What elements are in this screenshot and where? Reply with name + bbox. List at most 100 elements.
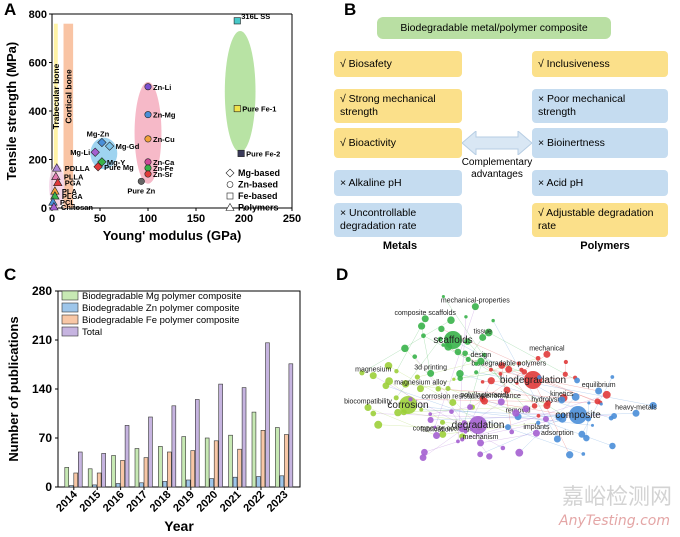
network-edge (519, 396, 576, 453)
network-edge (388, 380, 463, 437)
node-composite (569, 406, 587, 424)
network-edge (405, 383, 549, 404)
panel-label-d: D (336, 265, 349, 284)
bar-biodegradable-zn-polymer-composite-2015 (92, 484, 97, 488)
bar-biodegradable-fe-polymer-composite-2014 (73, 472, 79, 488)
complementary-label: Complementary advantages (461, 157, 533, 180)
network-node (498, 372, 503, 376)
network-node (537, 375, 542, 380)
network-node (536, 420, 541, 425)
network-edge (373, 375, 503, 449)
legend-swatch-biodegradable-zn-polymer-composite (61, 302, 79, 313)
node-label-hydrolysis: hydrolysis (531, 397, 563, 404)
bar-biodegradable-zn-polymer-composite-2022 (256, 476, 261, 488)
network-node (587, 401, 591, 405)
point-316l-ss (233, 17, 241, 25)
y-tick-label: 800 (29, 9, 47, 21)
node-degradation (469, 416, 487, 434)
network-node (486, 453, 493, 460)
bar-total-2017 (148, 416, 153, 488)
x-tick-label-2018: 2018 (148, 489, 174, 515)
network-node (460, 437, 465, 442)
network-node (418, 322, 426, 330)
metal-item-2: √ Strong mechanical strength (334, 89, 462, 123)
point-plla (51, 171, 61, 180)
node-label-composite-coatings: composite coatings (413, 425, 473, 432)
network-node (454, 348, 462, 356)
keyword-network-map: biodegradation hydrolysis poly(lactic acid… (344, 294, 657, 462)
y-tick-label: 600 (29, 58, 47, 70)
point-label-pga: PGA (65, 179, 82, 188)
x-tick-label: 100 (139, 213, 157, 225)
network-node (428, 412, 433, 416)
network-node (578, 430, 586, 438)
network-node (433, 425, 437, 429)
point-mg-gd (104, 141, 115, 151)
node-label-corrosion-resistance: corrosion resistance (421, 393, 484, 400)
node-label-composite: composite (555, 410, 601, 421)
x-tick-label-2021: 2021 (218, 489, 244, 515)
network-node (427, 416, 434, 423)
bar-biodegradable-zn-polymer-composite-2020 (209, 478, 214, 488)
node-performance (497, 398, 505, 406)
network-node (509, 429, 515, 435)
polymer-item-3: × Bioinertness (532, 128, 668, 158)
node-biodegradation (524, 371, 542, 389)
network-node (421, 448, 428, 456)
network-node (566, 451, 574, 459)
network-node (370, 410, 377, 417)
network-node (487, 377, 495, 385)
network-node (535, 355, 541, 361)
polymer-item-5: √ Adjustable degradation rate (532, 203, 668, 237)
network-node (574, 377, 580, 384)
bar-biodegradable-fe-polymer-composite-2015 (96, 472, 102, 488)
point-pure-mg (93, 162, 103, 172)
point-zn-ca (144, 158, 152, 166)
x-tick-label-2019: 2019 (171, 489, 197, 515)
node-label-degradation: degradation (452, 420, 505, 431)
network-edge (476, 372, 654, 406)
point-chitosan (49, 201, 59, 211)
network-node (467, 404, 474, 411)
point-label-pla: PLA (62, 187, 78, 196)
node-equilibrium (595, 387, 603, 395)
metals-label: Metals (382, 240, 418, 252)
network-node (522, 405, 530, 413)
legend-label-zn-based: Zn-based (238, 180, 278, 190)
node-label-fabrication: fabrication (420, 426, 452, 433)
bar-biodegradable-mg-polymer-composite-2022 (251, 411, 257, 488)
network-edge (581, 376, 613, 435)
point-mg-zn (97, 137, 107, 148)
point-label-mg-zn: Mg-Zn (87, 130, 110, 139)
point-label-pure-zn: Pure Zn (127, 186, 155, 195)
metal-item-3: √ Bioactivity (334, 128, 462, 158)
network-edge (508, 369, 598, 402)
network-node (408, 397, 413, 402)
bar-biodegradable-mg-polymer-composite-2015 (87, 468, 93, 488)
network-node (435, 386, 441, 392)
network-edge (442, 422, 539, 435)
polymers-label: Polymers (580, 240, 630, 252)
x-tick-label-2017: 2017 (124, 489, 150, 515)
legend-label-biodegradable-mg-polymer-composite: Biodegradable Mg polymer composite (82, 291, 241, 302)
chart-a-marks: Trabecular bone Cortical bone 316L SS Pure … (48, 12, 280, 212)
point-mg-li (90, 147, 100, 157)
point-label-plla: PLLA (64, 172, 84, 181)
node-label-poly-lactic-acid: poly(lactic acid) (460, 392, 508, 399)
y-tick-label: 0 (41, 203, 47, 215)
polymer-item-1: √ Inclusiveness (532, 51, 668, 77)
network-node (374, 420, 383, 429)
network-nodes: biodegradation hydrolysis poly(lactic acid… (344, 294, 657, 462)
network-node (585, 415, 592, 422)
node-mechanism (477, 439, 485, 447)
point-pdlla (52, 163, 62, 172)
bar-biodegradable-fe-polymer-composite-2022 (260, 430, 266, 488)
panel-label-c: C (4, 265, 17, 284)
x-tick-label: 150 (187, 213, 205, 225)
bar-total-2021 (241, 387, 247, 488)
point-zn-sr (144, 170, 152, 178)
bar-total-2014 (78, 451, 83, 488)
network-node (563, 359, 568, 365)
network-node (519, 367, 524, 372)
